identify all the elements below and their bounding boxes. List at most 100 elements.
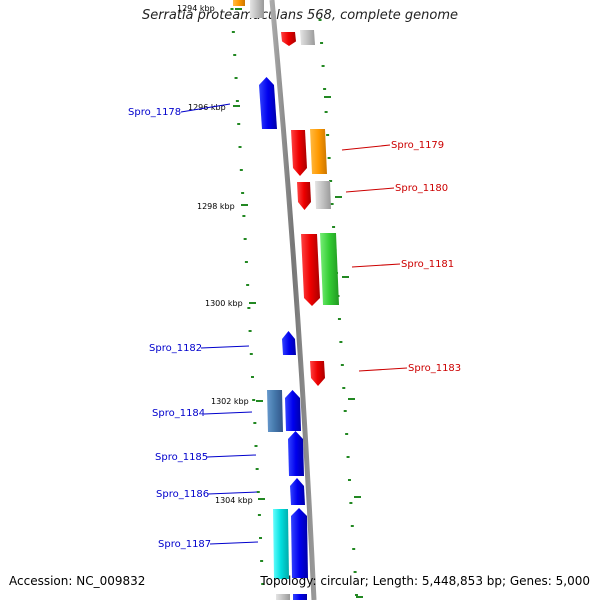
cds-spro-1184 (285, 390, 301, 431)
cds-spro-1183 (310, 361, 325, 386)
leader-spro-1185 (206, 454, 257, 458)
gene-label-spro-1181[interactable]: Spro_1181 (401, 259, 454, 270)
leader-spro-1180 (345, 187, 395, 193)
track-dot (231, 31, 235, 33)
leader-spro-1186 (207, 491, 258, 495)
kbp-tick (256, 400, 263, 402)
genome-backbone (269, 0, 317, 600)
track-dot (349, 502, 353, 504)
track-dot (254, 445, 258, 447)
left-dot-track (230, 8, 265, 585)
gene-label-spro-1178[interactable]: Spro_1178 (128, 107, 181, 118)
cds-bottom (293, 594, 307, 600)
cog-box-top (300, 30, 315, 45)
gene-label-spro-1180[interactable]: Spro_1180 (395, 183, 448, 194)
track-tick (342, 276, 349, 278)
track-tick (356, 596, 363, 598)
track-dot (352, 548, 356, 550)
kbp-tick (258, 498, 265, 500)
leader-spro-1183 (358, 367, 408, 372)
track-dot (321, 65, 325, 67)
gene-label-spro-1179[interactable]: Spro_1179 (391, 140, 444, 151)
track-dot (246, 284, 250, 286)
track-dot (257, 514, 261, 516)
track-dot (247, 307, 251, 309)
track-dot (346, 456, 350, 458)
cog-spro-1179 (310, 129, 327, 174)
track-dot (347, 479, 351, 481)
track-dot (238, 146, 242, 148)
track-dot (260, 560, 264, 562)
track-dot (233, 54, 237, 56)
kbp-tick (233, 105, 240, 107)
track-dot (345, 433, 349, 435)
track-dot (342, 387, 346, 389)
tick-label-1302: 1302 kbp (211, 397, 249, 406)
track-dot (327, 157, 331, 159)
tick-label-1294: 1294 kbp (177, 4, 215, 13)
gene-label-spro-1184[interactable]: Spro_1184 (152, 408, 205, 419)
track-dot (326, 134, 330, 136)
track-dot (249, 353, 253, 355)
tick-label-1298: 1298 kbp (197, 202, 235, 211)
track-dot (320, 42, 324, 44)
track-tick (324, 96, 331, 98)
track-dot (242, 215, 246, 217)
track-dot (329, 180, 333, 182)
track-tick (354, 496, 361, 498)
leader-spro-1178 (180, 103, 231, 113)
genome-summary-text: Topology: circular; Length: 5,448,853 bp… (260, 574, 590, 588)
cds-spro-1181 (301, 234, 320, 306)
cog-spro-1181 (320, 233, 339, 305)
track-dot (244, 261, 248, 263)
right-dot-track (318, 19, 363, 598)
track-dot (318, 19, 322, 21)
track-dot (354, 594, 358, 596)
cds-plus-top (281, 32, 296, 46)
cds-spro-1187 (291, 508, 308, 578)
leader-spro-1187 (209, 541, 259, 545)
cds-spro-1186 (290, 478, 305, 505)
track-dot (259, 537, 263, 539)
gene-label-spro-1186[interactable]: Spro_1186 (156, 489, 209, 500)
track-dot (241, 192, 245, 194)
leader-spro-1181 (351, 263, 401, 268)
tick-label-1300: 1300 kbp (205, 299, 243, 308)
track-dot (237, 123, 241, 125)
cog-box-bottom (276, 594, 290, 600)
cds-spro-1182 (282, 331, 296, 355)
gene-label-spro-1182[interactable]: Spro_1182 (149, 343, 202, 354)
kbp-tick (241, 204, 248, 206)
map-title: Serratia proteamaculans 568, complete ge… (141, 8, 459, 23)
tick-label-1304: 1304 kbp (215, 496, 253, 505)
track-tick (348, 398, 355, 400)
cds-spro-1185 (288, 431, 304, 476)
gene-label-spro-1185[interactable]: Spro_1185 (155, 452, 208, 463)
kbp-tick-marks (233, 8, 265, 500)
track-dot (339, 341, 343, 343)
leader-spro-1179 (341, 144, 391, 151)
track-dot (340, 364, 344, 366)
track-dot (353, 571, 357, 573)
feature-track (233, 0, 339, 600)
track-dot (343, 410, 347, 412)
track-dot (256, 491, 260, 493)
cds-spro-1178 (259, 77, 277, 129)
track-dot (248, 330, 252, 332)
track-dot (324, 111, 328, 113)
gene-label-spro-1183[interactable]: Spro_1183 (408, 363, 461, 374)
cds-spro-1179 (291, 130, 307, 176)
leader-spro-1184 (203, 411, 253, 415)
track-dot (239, 169, 243, 171)
track-dot (323, 88, 327, 90)
track-dot (350, 525, 354, 527)
track-dot (252, 399, 256, 401)
cog-spro-1187 (273, 509, 289, 579)
gene-label-spro-1187[interactable]: Spro_1187 (158, 539, 211, 550)
track-dot (255, 468, 259, 470)
track-dot (243, 238, 247, 240)
track-dot (261, 583, 265, 585)
track-dot (250, 376, 254, 378)
track-dot (337, 318, 341, 320)
